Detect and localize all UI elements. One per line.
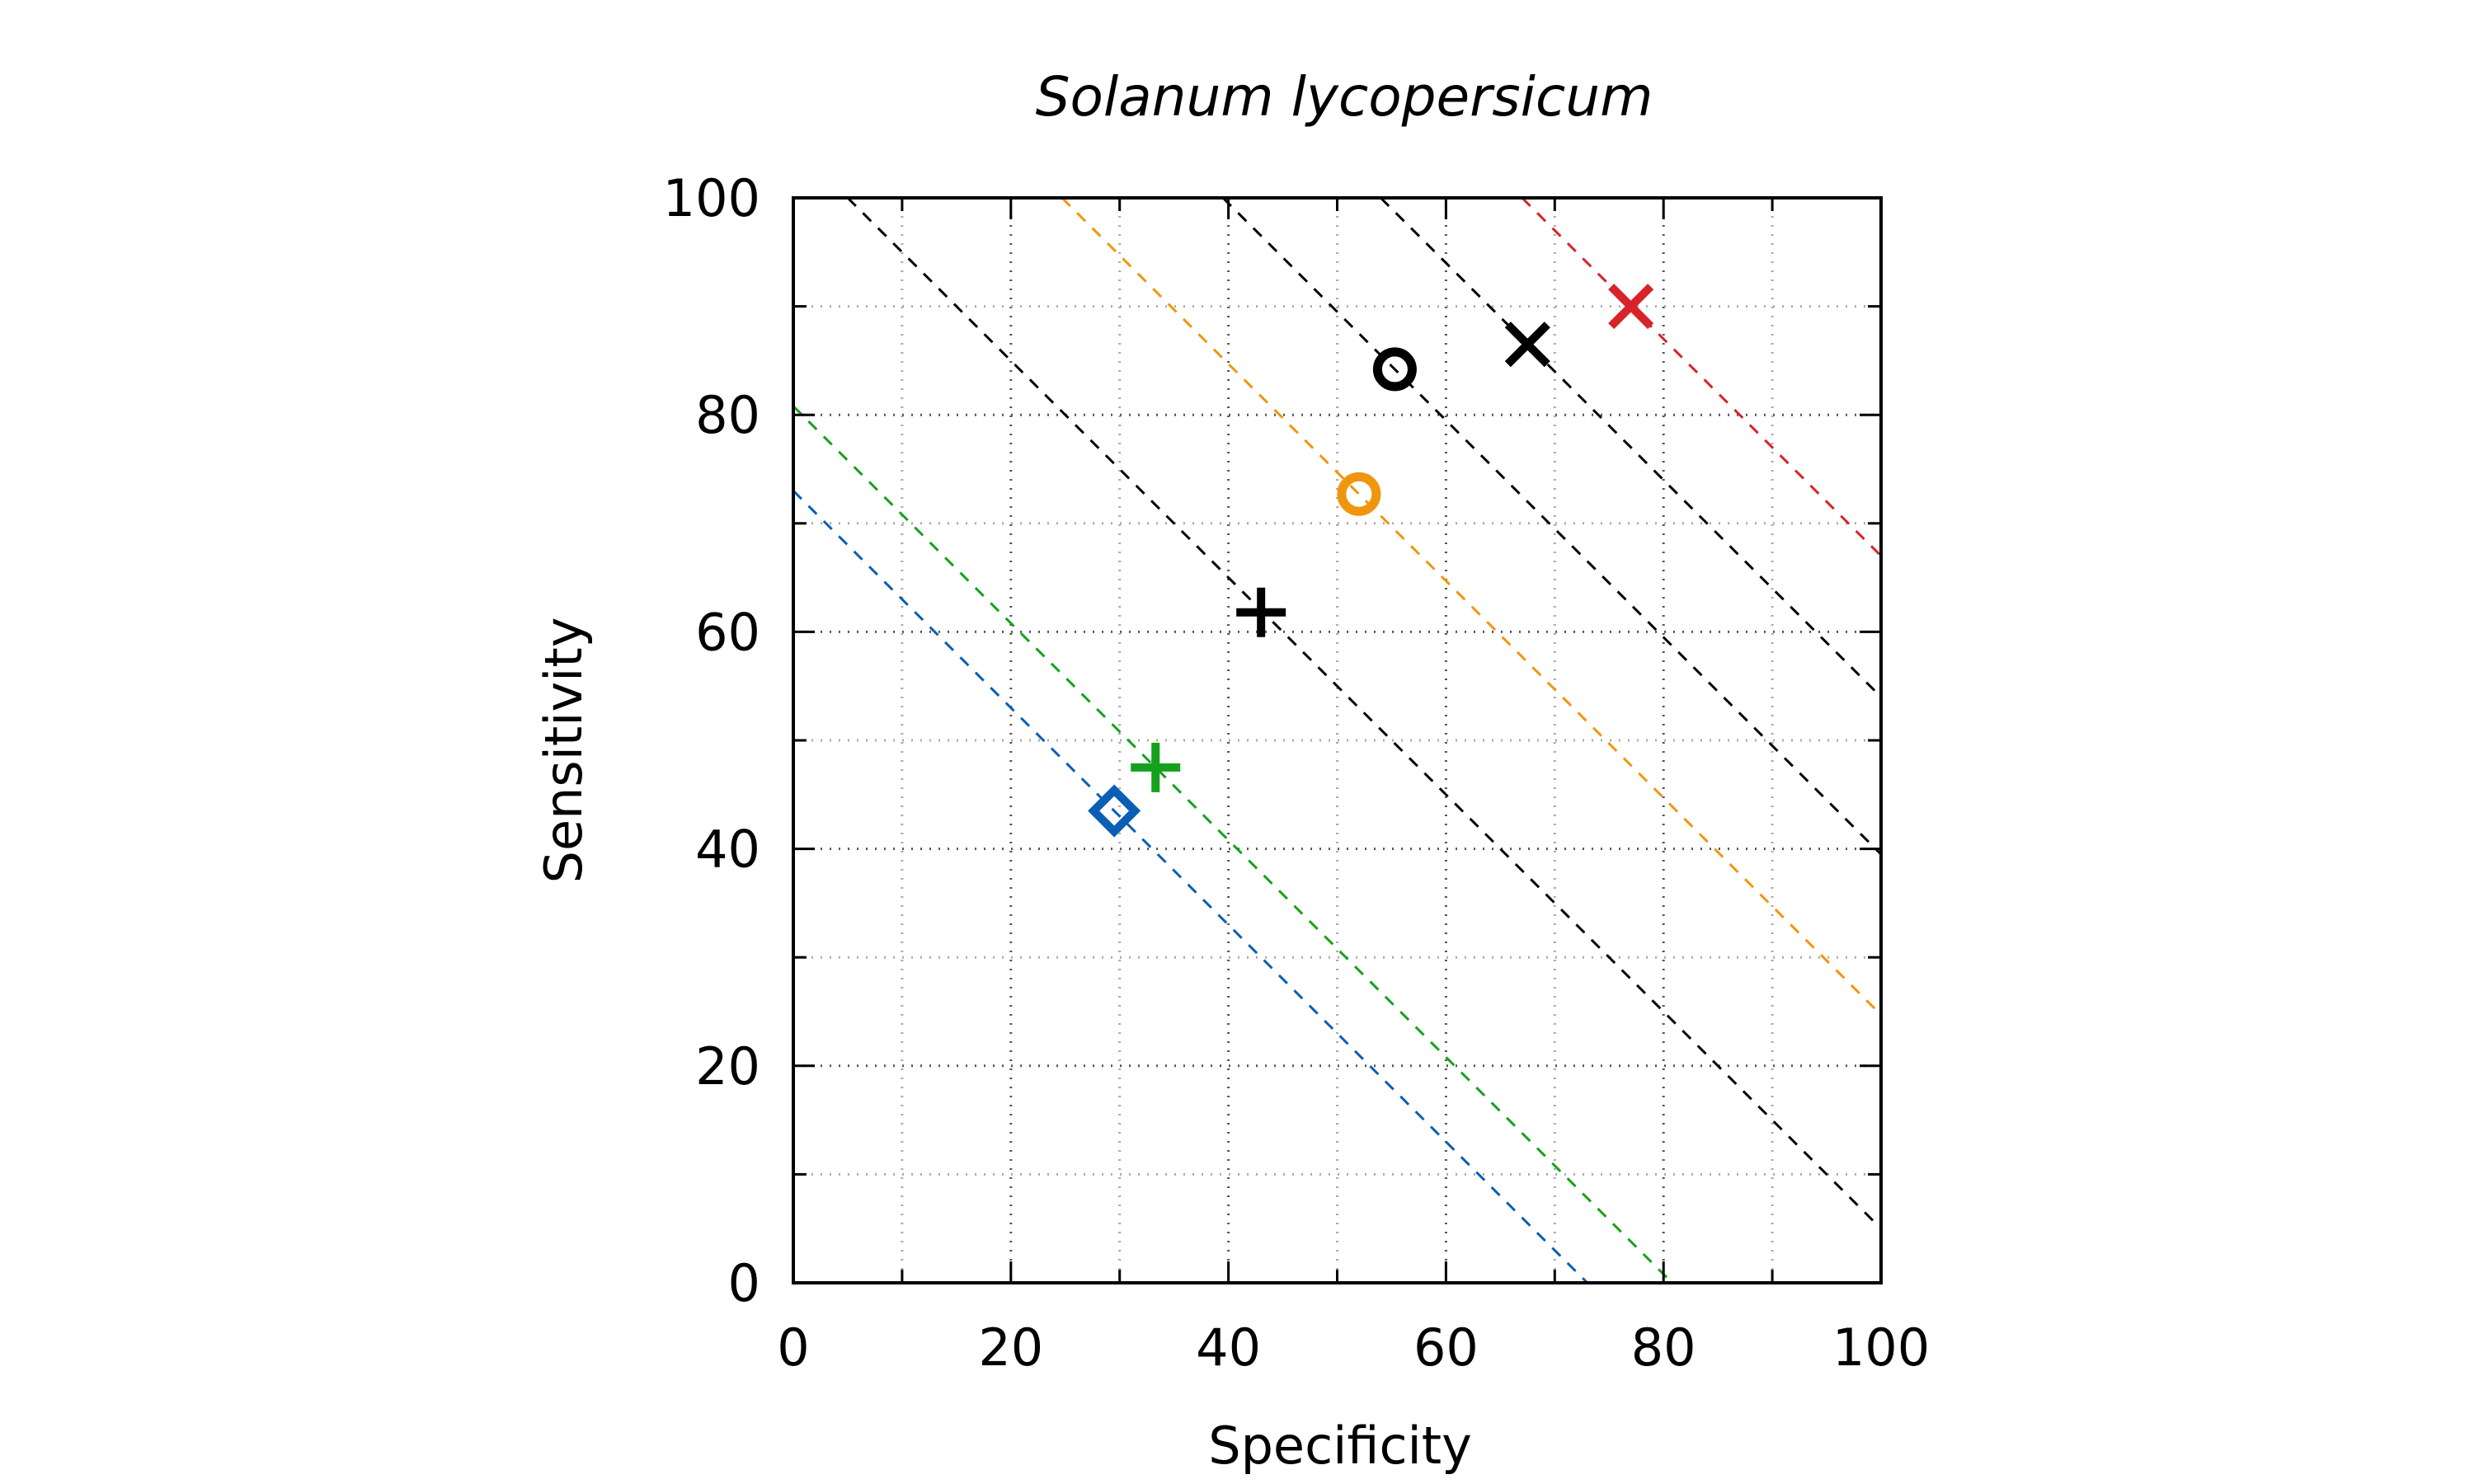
reference-line [1221,196,1883,856]
x-tick-label: 60 [1413,1317,1479,1378]
y-tick-label: 40 [695,819,760,880]
x-tick-label: 0 [777,1317,809,1378]
x-tick-label: 20 [978,1317,1043,1378]
y-axis-label: Sensitivity [534,618,594,884]
reference-line [792,405,1673,1284]
reference-line [846,196,1883,1230]
chart-title: Solanum lycopersicum [1036,65,1653,129]
x-axis-label: Specificity [1208,1416,1472,1476]
reference-line [1380,196,1883,698]
marker-x-b [1504,322,1550,368]
reference-line [1061,196,1883,1017]
data-point-x [1504,322,1550,368]
y-tick-label: 0 [728,1253,760,1313]
y-tick-label: 20 [695,1036,760,1097]
data-point-plus [1236,587,1286,637]
data-point-plus [1131,742,1181,792]
marker-diamond [1088,784,1141,838]
reference-line [792,490,1588,1284]
reference-line [1521,196,1883,557]
x-tick-label: 100 [1832,1317,1930,1378]
data-points [1088,284,1654,838]
y-tick-label: 100 [663,168,760,228]
marker-x-b [1608,284,1654,330]
data-point-circle [1337,472,1381,516]
x-tick-label: 40 [1196,1317,1261,1378]
axis-ticks: 0 20 40 60 80 100 0 20 40 60 80 100 [663,168,1931,1378]
marker-circle [1372,347,1417,392]
plot-frame [792,196,1883,1284]
y-tick-label: 60 [695,602,760,662]
x-tick-label: 80 [1631,1317,1696,1378]
y-tick-label: 80 [695,385,760,445]
plot-frame-rect [792,196,1883,1284]
data-point-x [1608,284,1654,330]
data-point-circle [1372,347,1417,392]
data-point-diamond [1088,784,1141,838]
marker-circle [1337,472,1381,516]
grid [793,198,1881,1283]
reference-lines [792,196,1883,1284]
